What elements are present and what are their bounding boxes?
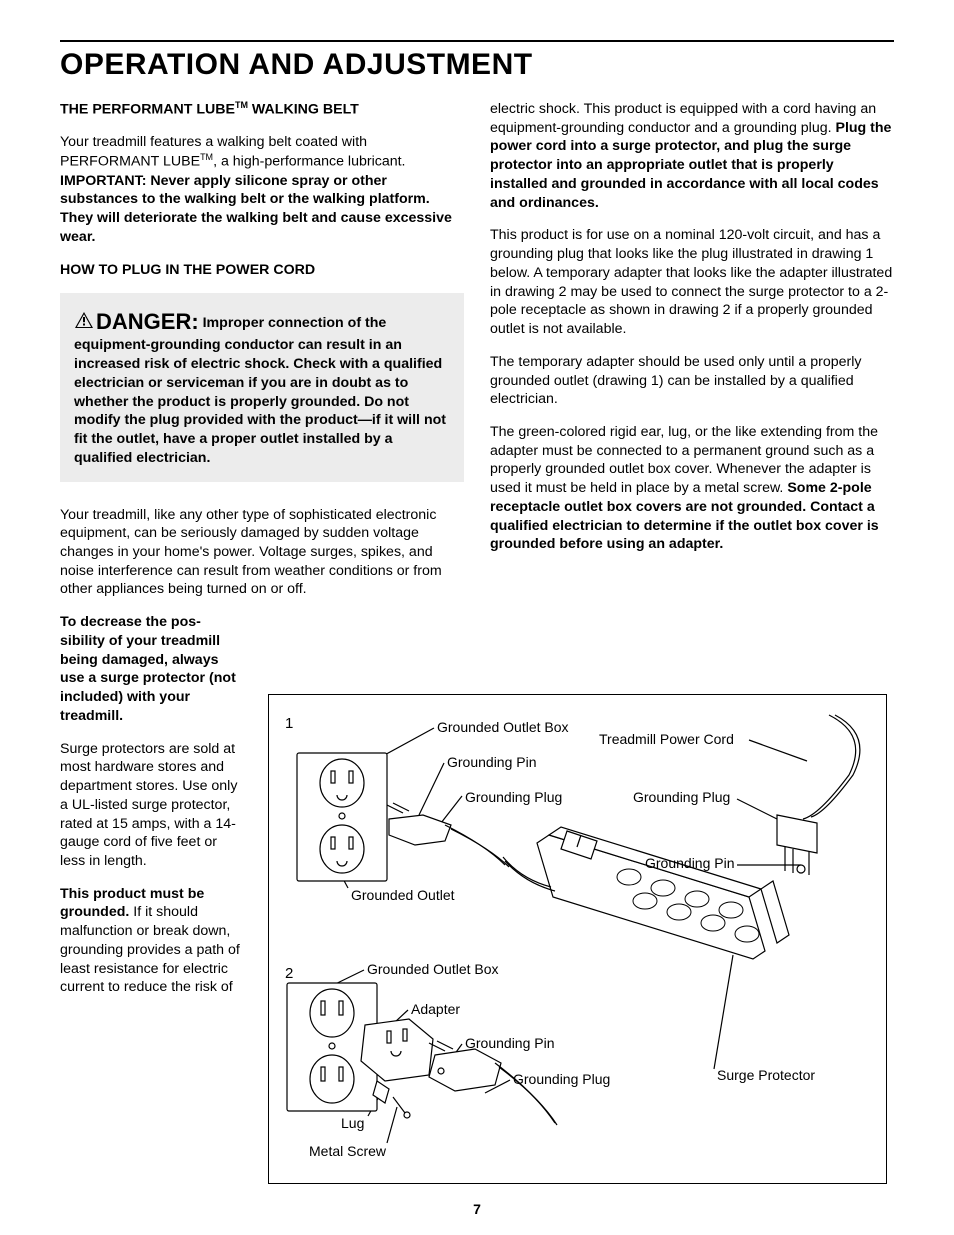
label-grounding-pin-1: Grounding Pin — [447, 754, 537, 770]
subhead-lube: THE PERFORMANT LUBETM WALKING BELT — [60, 100, 464, 119]
label-grounded-outlet: Grounded Outlet — [351, 887, 455, 903]
p2b: To decrease the pos­sibility of your tre… — [60, 614, 236, 724]
label-lug: Lug — [341, 1115, 364, 1131]
warning-icon — [74, 311, 94, 329]
diagram-svg — [269, 695, 886, 1183]
label-grounded-outlet-box-2: Grounded Outlet Box — [367, 961, 499, 977]
page-title: OPERATION AND ADJUSTMENT — [60, 48, 894, 82]
label-grounding-plug-2: Grounding Plug — [633, 789, 730, 805]
p1c-bold: IMPORTANT: Never apply silicone spray or… — [60, 173, 452, 245]
label-grounding-plug-1: Grounding Plug — [465, 789, 562, 805]
label-treadmill-power-cord: Treadmill Power Cord — [599, 731, 734, 747]
manual-page: OPERATION AND ADJUSTMENT THE PERFORMANT … — [0, 0, 954, 1235]
label-grounded-outlet-box-1: Grounded Outlet Box — [437, 719, 569, 735]
label-metal-screw: Metal Screw — [309, 1143, 386, 1159]
danger-body: Improper connection of the equipment-gro… — [74, 315, 446, 465]
tm-mark-2: TM — [200, 152, 213, 162]
lube-paragraph: Your treadmill features a walking belt c… — [60, 133, 464, 246]
subhead-plug: HOW TO PLUG IN THE POWER CORD — [60, 261, 464, 280]
r-p1: electric shock. This product is equipped… — [490, 100, 894, 212]
surge-paragraph: Your treadmill, like any other type of s… — [60, 506, 464, 600]
top-rule — [60, 40, 894, 42]
r-p2: This product is for use on a nominal 120… — [490, 226, 894, 338]
label-adapter: Adapter — [411, 1001, 460, 1017]
danger-label: DANGER: — [96, 309, 199, 334]
label-grounding-pin-2: Grounding Pin — [645, 855, 735, 871]
p4-wrap: This product must be grounded. If it sho… — [60, 885, 240, 997]
p1b: , a high-performance lubricant. — [213, 154, 405, 170]
label-grounding-pin-3: Grounding Pin — [465, 1035, 555, 1051]
p2: Your treadmill, like any other type of s… — [60, 507, 442, 598]
p3: Surge protectors are sold at most hardwa… — [60, 740, 240, 871]
label-surge-protector: Surge Protector — [717, 1067, 815, 1083]
r-p3: The temporary adapter should be used onl… — [490, 353, 894, 409]
diagram-num-2: 2 — [285, 965, 293, 982]
subhead-text: THE PERFORMANT LUBE — [60, 102, 235, 118]
diagram-num-1: 1 — [285, 715, 293, 732]
tm-mark: TM — [235, 100, 248, 110]
label-grounding-plug-3: Grounding Plug — [513, 1071, 610, 1087]
wiring-diagram: 1 2 Grounded Outlet Box Treadmill Power … — [268, 694, 887, 1184]
danger-box: DANGER: Improper connection of the equip… — [60, 293, 464, 481]
subhead-after: WALKING BELT — [248, 102, 359, 118]
r-p4: The green-colored rigid ear, lug, or the… — [490, 423, 894, 554]
r-p1a: electric shock. This product is equipped… — [490, 101, 876, 136]
narrow-left: To decrease the pos­sibility of your tre… — [60, 613, 240, 997]
p2b-wrap: To decrease the pos­sibility of your tre… — [60, 613, 240, 725]
page-number: 7 — [0, 1201, 954, 1217]
